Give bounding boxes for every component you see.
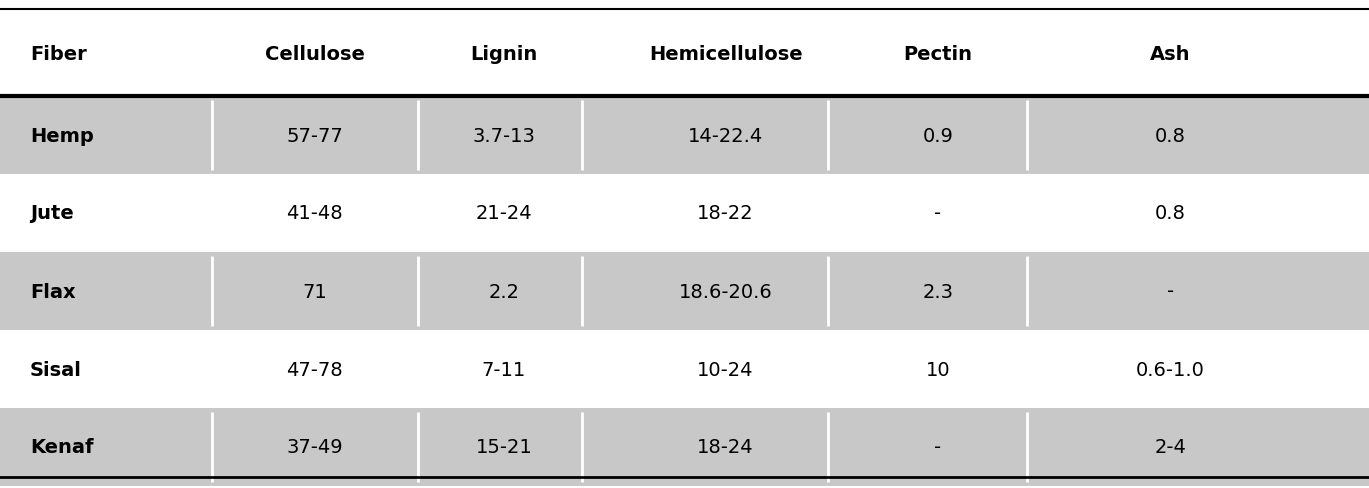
Text: 2.3: 2.3 xyxy=(923,282,953,301)
Text: -: - xyxy=(934,438,942,457)
Text: Hemicellulose: Hemicellulose xyxy=(649,45,802,64)
Text: 37-49: 37-49 xyxy=(286,438,344,457)
Bar xyxy=(0,252,1369,330)
Bar xyxy=(0,330,1369,408)
Text: 0.9: 0.9 xyxy=(923,126,953,145)
Text: Sisal: Sisal xyxy=(30,360,82,379)
Bar xyxy=(0,408,1369,486)
Text: Flax: Flax xyxy=(30,282,75,301)
Text: 57-77: 57-77 xyxy=(286,126,344,145)
Text: 18-22: 18-22 xyxy=(697,204,754,223)
Text: Cellulose: Cellulose xyxy=(266,45,364,64)
Text: Ash: Ash xyxy=(1150,45,1191,64)
Text: Lignin: Lignin xyxy=(470,45,538,64)
Text: Hemp: Hemp xyxy=(30,126,94,145)
Text: 21-24: 21-24 xyxy=(475,204,533,223)
Bar xyxy=(0,97,1369,175)
Text: 0.6-1.0: 0.6-1.0 xyxy=(1136,360,1205,379)
Text: 3.7-13: 3.7-13 xyxy=(472,126,535,145)
Bar xyxy=(0,175,1369,252)
Text: 18-24: 18-24 xyxy=(697,438,754,457)
Text: Jute: Jute xyxy=(30,204,74,223)
Text: 47-78: 47-78 xyxy=(286,360,344,379)
Text: 0.8: 0.8 xyxy=(1155,126,1186,145)
Text: 14-22.4: 14-22.4 xyxy=(689,126,763,145)
Text: Fiber: Fiber xyxy=(30,45,86,64)
Text: 10: 10 xyxy=(925,360,950,379)
Text: 2.2: 2.2 xyxy=(489,282,519,301)
Text: 18.6-20.6: 18.6-20.6 xyxy=(679,282,772,301)
Bar xyxy=(0,8,1369,97)
Text: 41-48: 41-48 xyxy=(286,204,344,223)
Text: Kenaf: Kenaf xyxy=(30,438,93,457)
Text: 71: 71 xyxy=(303,282,327,301)
Text: 7-11: 7-11 xyxy=(482,360,526,379)
Text: -: - xyxy=(1166,282,1175,301)
Text: -: - xyxy=(934,204,942,223)
Text: 15-21: 15-21 xyxy=(475,438,533,457)
Text: 10-24: 10-24 xyxy=(697,360,754,379)
Text: 2-4: 2-4 xyxy=(1154,438,1187,457)
Text: Pectin: Pectin xyxy=(904,45,972,64)
Text: 0.8: 0.8 xyxy=(1155,204,1186,223)
